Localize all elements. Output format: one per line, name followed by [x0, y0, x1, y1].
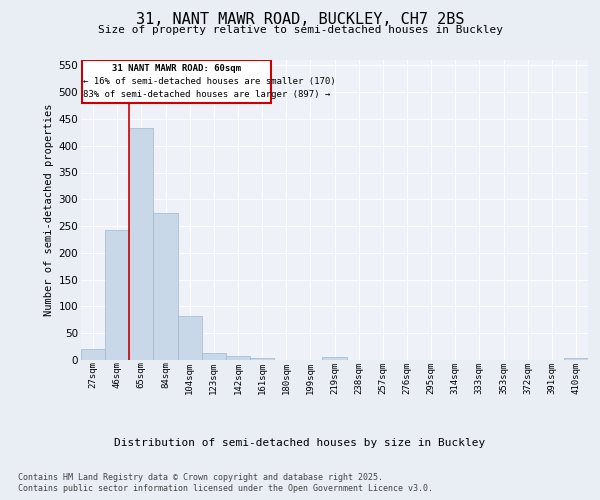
Text: ← 16% of semi-detached houses are smaller (170): ← 16% of semi-detached houses are smalle… — [83, 77, 336, 86]
Bar — [81, 350, 105, 360]
Bar — [564, 358, 588, 360]
Bar — [154, 212, 178, 360]
Bar — [202, 353, 226, 360]
Text: 31, NANT MAWR ROAD, BUCKLEY, CH7 2BS: 31, NANT MAWR ROAD, BUCKLEY, CH7 2BS — [136, 12, 464, 28]
Text: Size of property relative to semi-detached houses in Buckley: Size of property relative to semi-detach… — [97, 25, 503, 35]
Text: Contains HM Land Registry data © Crown copyright and database right 2025.: Contains HM Land Registry data © Crown c… — [18, 472, 383, 482]
Text: Contains public sector information licensed under the Open Government Licence v3: Contains public sector information licen… — [18, 484, 433, 493]
Y-axis label: Number of semi-detached properties: Number of semi-detached properties — [44, 104, 55, 316]
Bar — [105, 230, 129, 360]
FancyBboxPatch shape — [82, 60, 271, 103]
Bar — [226, 356, 250, 360]
Bar — [322, 358, 347, 360]
Text: 31 NANT MAWR ROAD: 60sqm: 31 NANT MAWR ROAD: 60sqm — [112, 64, 241, 74]
Bar — [129, 128, 154, 360]
Text: Distribution of semi-detached houses by size in Buckley: Distribution of semi-detached houses by … — [115, 438, 485, 448]
Text: 83% of semi-detached houses are larger (897) →: 83% of semi-detached houses are larger (… — [83, 90, 331, 99]
Bar — [250, 358, 274, 360]
Bar — [178, 316, 202, 360]
